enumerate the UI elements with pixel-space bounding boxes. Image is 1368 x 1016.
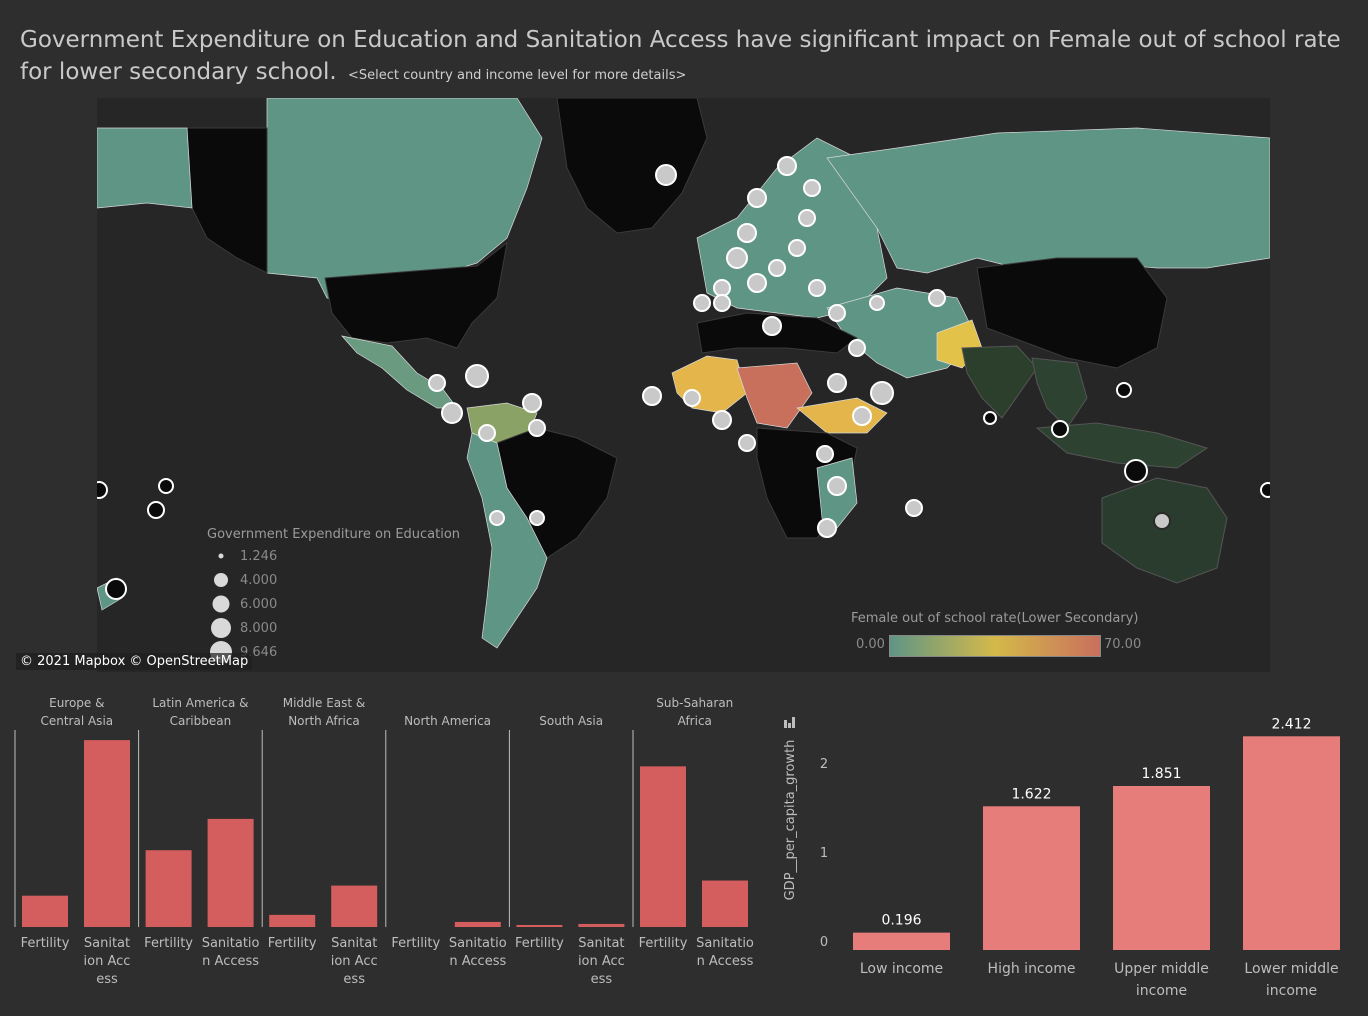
region-bar[interactable] [578, 923, 625, 927]
size-legend-value-4: 8.000 [240, 621, 278, 636]
alaska-west-shape [97, 127, 193, 209]
region-bar[interactable] [331, 885, 378, 927]
panel-header: Europe & Central Asia [40, 696, 113, 728]
income-category-label: Upper middle income [1114, 961, 1209, 999]
region-bar[interactable] [454, 921, 501, 927]
axis-icon [784, 720, 787, 728]
axis-icon [788, 723, 791, 728]
indonesia-shape [1035, 422, 1209, 469]
color-legend-max: 70.00 [1104, 637, 1142, 652]
income-category-label: Lower middle income [1244, 961, 1338, 999]
map-attribution[interactable]: © 2021 Mapbox © OpenStreetMap [16, 653, 253, 670]
size-legend-circles [210, 553, 232, 663]
region-bar-chart: Europe & Central Asia Fertility Sanitat ion … [14, 696, 754, 987]
size-legend-value-2: 4.000 [240, 573, 278, 588]
india-shape [961, 345, 1038, 419]
income-category-label: Low income [860, 961, 943, 977]
region-bar[interactable] [269, 914, 316, 927]
horn-africa-shape [796, 397, 888, 434]
region-bar[interactable] [207, 818, 254, 927]
value-label: 2.412 [1271, 716, 1311, 732]
panel-header: South Asia [539, 714, 603, 728]
panel-header: North America [404, 714, 491, 728]
region-bar[interactable] [702, 880, 748, 927]
income-bar[interactable] [853, 932, 950, 950]
category-label: Fertility [515, 936, 564, 951]
y-tick-label: 1 [820, 846, 828, 861]
subtitle: <Select country and income level for mor… [348, 68, 687, 83]
y-tick-label: 0 [820, 935, 828, 950]
income-bar[interactable] [1243, 736, 1340, 950]
color-legend-title: Female out of school rate(Lower Secondar… [851, 611, 1139, 626]
dark-bubbles [97, 382, 1270, 600]
australia-shape [1101, 477, 1228, 584]
southeast-asia-shape [1031, 357, 1088, 429]
region-bar[interactable] [516, 924, 563, 927]
y-tick-label: 2 [820, 757, 828, 772]
region-bar[interactable] [22, 895, 68, 927]
andes-shape [466, 432, 548, 649]
category-label: Fertility [391, 936, 440, 951]
income-bar[interactable] [983, 806, 1080, 950]
axis-icon [792, 717, 795, 728]
china-shape [976, 257, 1168, 369]
usa-shape [324, 241, 508, 349]
russia-shape [826, 127, 1270, 274]
sahel-central-shape [736, 362, 813, 429]
value-label: 1.851 [1141, 766, 1181, 782]
title-text: Government Expenditure on Education and … [20, 27, 1341, 85]
greenland-shape [556, 98, 708, 234]
value-label: 1.622 [1011, 786, 1051, 802]
income-bar-chart: GDP__per_capita_growth 0 1 2 0.196 Low income… [783, 716, 1340, 999]
region-bar[interactable] [640, 766, 686, 927]
category-label: Fertility [639, 936, 688, 951]
income-bar[interactable] [1113, 786, 1210, 950]
australia-bubble [1153, 512, 1171, 530]
y-axis-label: GDP__per_capita_growth [783, 740, 798, 901]
income-category-label: High income [988, 961, 1076, 977]
color-legend-ramp [889, 635, 1101, 657]
panel-header: Sub-Saharan Africa [656, 696, 733, 728]
europe-shape [696, 137, 888, 319]
map-canvas [97, 98, 1270, 649]
size-legend-title: Government Expenditure on Education [207, 527, 461, 542]
size-legend-value-3: 6.000 [240, 597, 278, 612]
category-label: Fertility [144, 936, 193, 951]
value-label: 0.196 [881, 913, 921, 929]
expenditure-bubbles [428, 156, 946, 538]
size-legend-value-1: 1.246 [240, 549, 278, 564]
region-bar[interactable] [84, 740, 130, 927]
mexico-shape [341, 335, 458, 409]
region-bar[interactable] [145, 850, 192, 927]
panel-header: Latin America & Caribbean [152, 696, 248, 728]
category-label: Fertility [21, 936, 70, 951]
category-label: Fertility [268, 936, 317, 951]
dashboard-title: Government Expenditure on Education and … [20, 24, 1350, 92]
sahel-west-shape [671, 355, 748, 414]
panel-header: Middle East & North Africa [283, 696, 366, 728]
color-legend-min: 0.00 [856, 637, 885, 652]
world-map[interactable]: Government Expenditure on Education 1.24… [97, 98, 1270, 672]
alaska-shape [186, 127, 268, 274]
